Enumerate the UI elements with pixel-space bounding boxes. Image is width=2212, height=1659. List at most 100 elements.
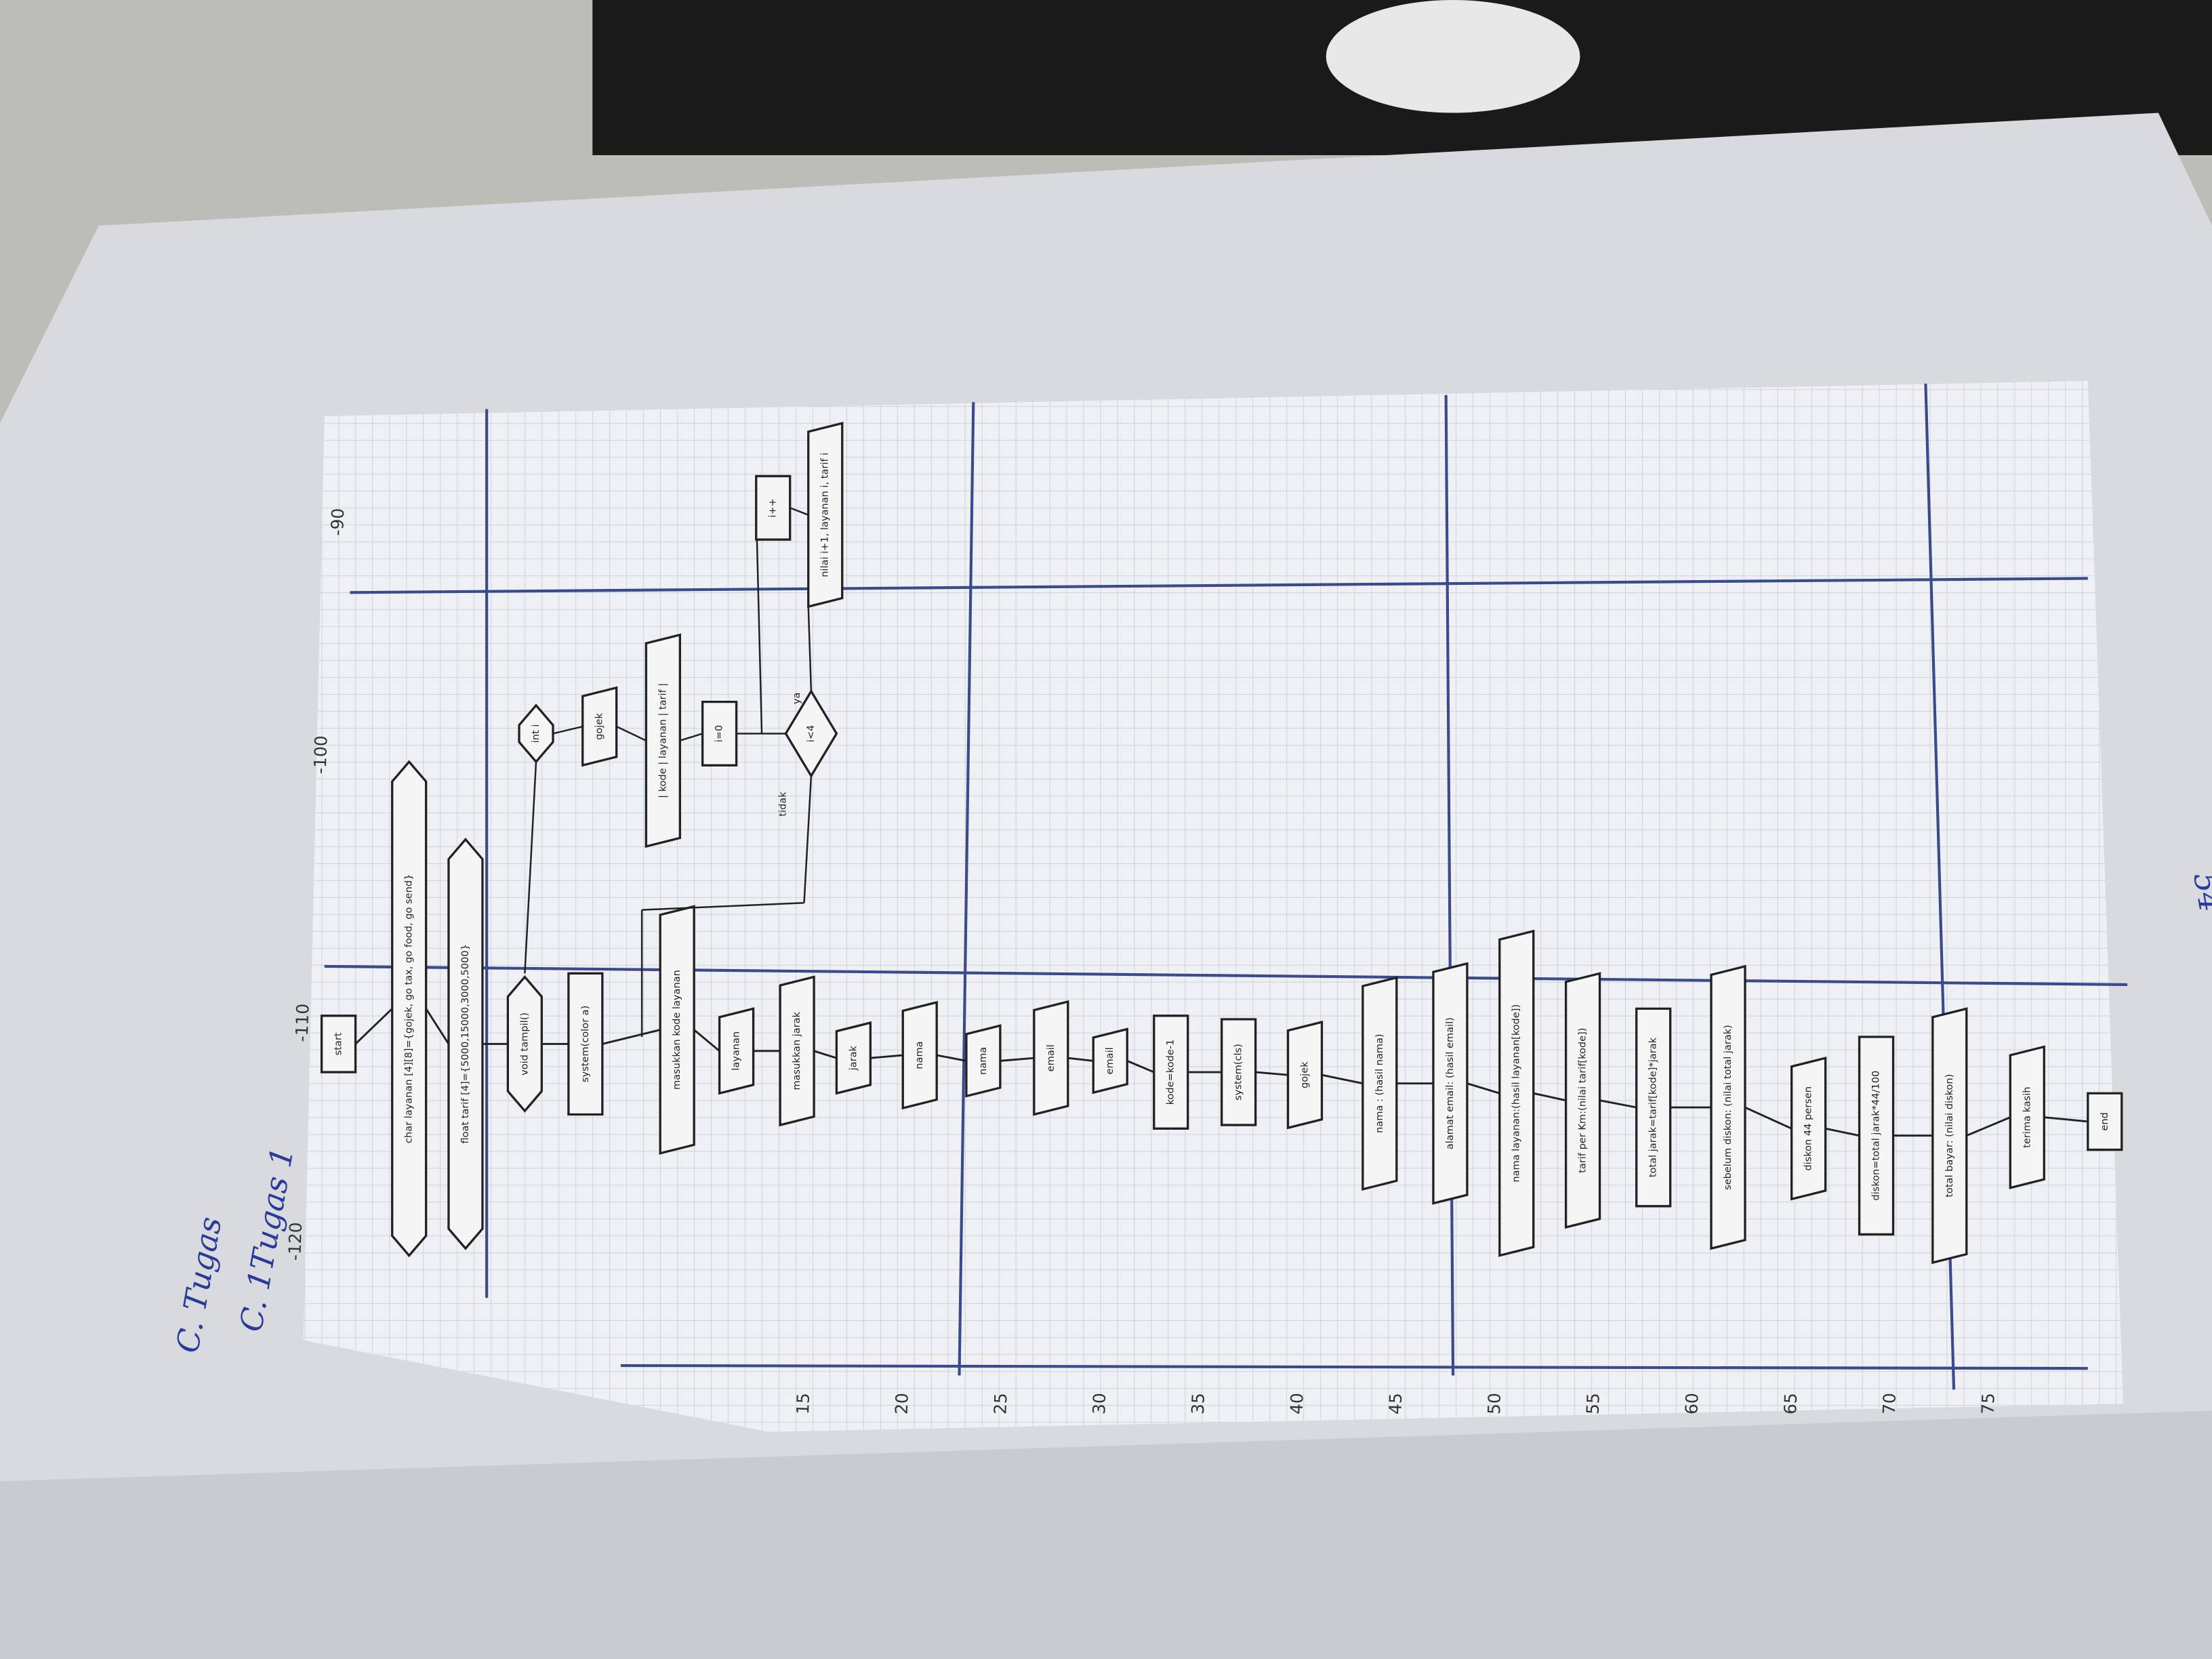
node-shape [901, 1000, 938, 1110]
arrow [870, 1054, 903, 1059]
node-shape [807, 422, 844, 609]
node-label: nama [977, 1047, 989, 1075]
flow-node: diskon=total jarak*44/100 [1858, 1036, 1895, 1236]
ruler-label: -90 [327, 508, 348, 536]
arrow [1744, 1106, 1793, 1130]
node-shape [1790, 1057, 1827, 1201]
node-shape [506, 975, 544, 1113]
node-shape [1033, 1000, 1069, 1116]
flow-node: alamat email: (hasil email) [1432, 962, 1469, 1205]
node-label: email [1104, 1047, 1115, 1074]
node-shape [1635, 1007, 1672, 1208]
node-shape [1092, 1027, 1128, 1094]
flow-node: void tampil() [506, 975, 544, 1113]
node-shape [1361, 976, 1398, 1191]
flow-node: total jarak=tarif[kode]*jarak [1635, 1007, 1672, 1208]
flow-node: i++ [755, 474, 792, 541]
connector [642, 901, 804, 911]
arrow [1126, 1060, 1155, 1073]
connector [616, 725, 647, 741]
flow-node: end [2087, 1092, 2123, 1151]
arrow [1467, 1082, 1500, 1094]
flow-node: gojek [581, 686, 618, 767]
node-shape [1498, 929, 1535, 1257]
node-shape [755, 474, 792, 541]
flow-node: gojek [1286, 1021, 1324, 1130]
node-label: start [333, 1032, 344, 1055]
major-grid [324, 384, 2128, 1390]
node-label: end [2099, 1112, 2110, 1130]
node-shape [391, 760, 428, 1258]
arrow [1000, 1057, 1034, 1062]
node-label: float tarif [4]={5000,15000,3000,5000} [459, 944, 471, 1144]
node-label: system(cls) [1233, 1044, 1244, 1101]
node-label: email [1045, 1044, 1057, 1071]
node-label: diskon=total jarak*44/100 [1870, 1071, 1882, 1201]
notebook-lower-page [0, 1410, 2212, 1659]
arrow [936, 1054, 967, 1062]
node-shape [718, 1007, 755, 1095]
ruler-label: 50 [1484, 1393, 1504, 1415]
flow-node: total bayar: (nilai diskon) [1931, 1007, 1968, 1265]
flowchart: start char layanan [4][8]={gojek, go tax,… [320, 422, 2123, 1265]
ruler-label: -100 [310, 735, 331, 775]
node-shape [447, 838, 484, 1250]
node-label: system(color a) [579, 1006, 591, 1082]
arrow [1533, 1092, 1566, 1102]
node-label: tarif per Km:(nilai tarif[kode]) [1577, 1027, 1589, 1172]
ruler-label: 30 [1089, 1393, 1109, 1415]
node-shape [581, 686, 618, 767]
arrow [425, 1008, 450, 1045]
arrow [1067, 1057, 1094, 1062]
flow-node: layanan [718, 1007, 755, 1095]
connector [552, 725, 583, 735]
flow-node: nama [965, 1024, 1002, 1098]
ruler-label: -120 [285, 1222, 306, 1261]
branch-label: tidak [777, 792, 788, 817]
flow-node: system(color a) [567, 972, 604, 1116]
arrow [1825, 1127, 1860, 1137]
node-label: sebelum diskon: (nilai total jarak) [1722, 1025, 1734, 1190]
flow-node: | kode | layanan | tarif | [644, 633, 682, 848]
arrow [2044, 1116, 2088, 1123]
ruler-label: 20 [892, 1393, 912, 1415]
node-label: alamat email: (hasil email) [1444, 1017, 1456, 1149]
flow-node: nama [901, 1000, 938, 1110]
node-label: total bayar: (nilai diskon) [1944, 1074, 1955, 1197]
connector [807, 607, 813, 692]
branch-label: ya [791, 693, 802, 705]
node-label: nama layanan:(hasil layanan[kode]) [1511, 1004, 1522, 1183]
node-shape [835, 1021, 872, 1095]
flow-node: int i [518, 703, 554, 764]
arrow [693, 1029, 720, 1052]
ruler-label: 15 [793, 1393, 813, 1415]
ruler-label: 45 [1385, 1393, 1406, 1415]
flow-node: tarif per Km:(nilai tarif[kode]) [1564, 972, 1601, 1229]
node-label: i++ [767, 498, 779, 517]
flow-node: email [1033, 1000, 1069, 1116]
node-label: int i [530, 724, 541, 743]
ruler-label: 75 [1978, 1393, 1999, 1415]
node-shape [701, 700, 738, 766]
connector [803, 775, 813, 903]
arrow [1599, 1099, 1637, 1109]
flow-node: nama : (hasil nama) [1361, 976, 1398, 1191]
node-label: total jarak=tarif[kode]*jarak [1647, 1037, 1659, 1177]
connector [524, 762, 537, 974]
flow-node: sebelum diskon: (nilai total jarak) [1710, 964, 1746, 1250]
node-label: diskon 44 persen [1803, 1086, 1814, 1171]
node-label: terima kasih [2021, 1086, 2032, 1147]
node-shape [1710, 964, 1746, 1250]
arrow [354, 1008, 393, 1045]
connector [679, 733, 703, 742]
node-label: gojek [1299, 1061, 1311, 1088]
node-label: char layanan [4][8]={gojek, go tax, go f… [403, 874, 415, 1143]
node-shape [1221, 1018, 1257, 1126]
node-shape [567, 972, 604, 1116]
light-reflection [1326, 0, 1580, 113]
flow-node: system(cls) [1221, 1018, 1257, 1126]
node-label: | kode | layanan | tarif | [657, 683, 668, 798]
ruler-label: 25 [990, 1393, 1010, 1415]
flow-node: masukkan kode layanan [659, 905, 695, 1155]
